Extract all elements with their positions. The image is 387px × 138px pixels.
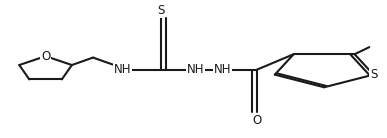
Text: S: S bbox=[370, 68, 377, 81]
Text: S: S bbox=[157, 4, 164, 17]
Text: NH: NH bbox=[114, 63, 131, 76]
Text: NH: NH bbox=[187, 63, 204, 76]
Text: O: O bbox=[41, 50, 50, 63]
Text: O: O bbox=[252, 114, 262, 127]
Text: NH: NH bbox=[214, 63, 231, 76]
